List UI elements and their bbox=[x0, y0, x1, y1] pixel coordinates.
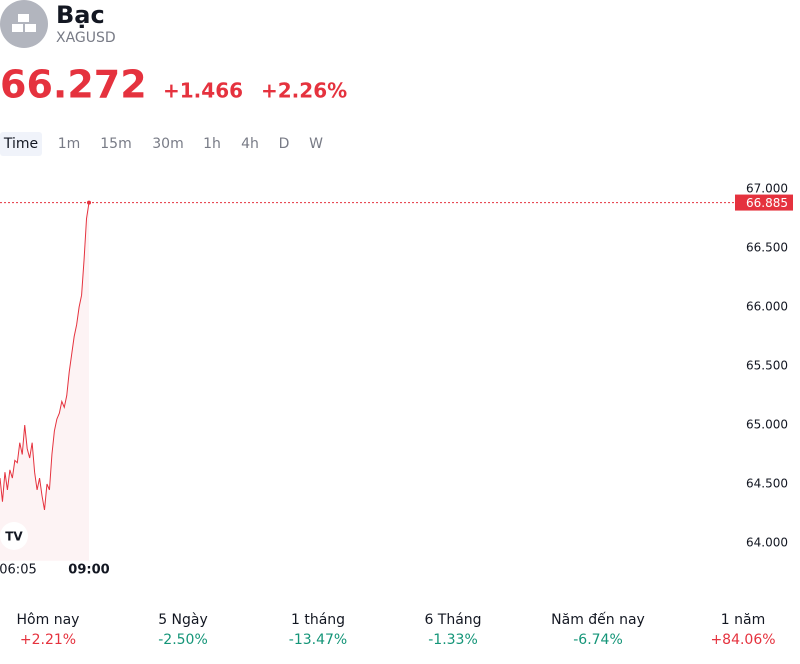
tab[interactable]: 30m bbox=[152, 136, 183, 152]
tab[interactable]: 1m bbox=[58, 136, 81, 152]
title: Bạc bbox=[56, 1, 105, 29]
perf-label[interactable]: Hôm nay bbox=[17, 612, 80, 628]
tab[interactable]: 15m bbox=[100, 136, 131, 152]
icon-bar bbox=[18, 14, 29, 22]
y-tick-label: 67.000 bbox=[746, 182, 788, 196]
perf-label[interactable]: 5 Ngày bbox=[158, 612, 208, 628]
y-tick-label: 65.000 bbox=[746, 418, 788, 432]
perf-value[interactable]: -6.74% bbox=[573, 632, 623, 648]
tabs: Time 1m 15m 30m 1h 4h D W bbox=[3, 136, 323, 152]
perf-label[interactable]: 1 tháng bbox=[291, 612, 345, 628]
perf-label[interactable]: 6 Tháng bbox=[424, 612, 481, 628]
y-tick-label: 65.500 bbox=[746, 359, 788, 373]
line bbox=[0, 202, 90, 511]
tab[interactable]: W bbox=[309, 136, 323, 152]
last-value-box bbox=[735, 194, 793, 211]
y-tick-label: 66.500 bbox=[746, 241, 788, 255]
tab[interactable]: 4h bbox=[241, 136, 259, 152]
tab[interactable]: Time bbox=[3, 136, 38, 152]
perf-value[interactable]: -13.47% bbox=[289, 632, 347, 648]
last-value-label: 66.885 bbox=[746, 196, 788, 210]
perf-value[interactable]: -2.50% bbox=[158, 632, 208, 648]
y-tick-label: 64.000 bbox=[746, 536, 788, 550]
y-tick-label: 66.000 bbox=[746, 300, 788, 314]
tab-active-bg bbox=[0, 132, 42, 156]
perf-label[interactable]: 1 năm bbox=[721, 612, 765, 628]
x-tick-label: 09:00 bbox=[68, 563, 109, 578]
perf-label[interactable]: Năm đến nay bbox=[551, 611, 645, 628]
symbol: XAGUSD bbox=[56, 30, 116, 46]
price: 66.272 bbox=[0, 63, 147, 107]
perf-value[interactable]: -1.33% bbox=[428, 632, 478, 648]
perf-value[interactable]: +2.21% bbox=[20, 632, 76, 648]
x-tick-label: 06:05 bbox=[0, 563, 37, 578]
y-tick-label: 64.500 bbox=[746, 477, 788, 491]
performance: Hôm nay +2.21% 5 Ngày -2.50% 1 tháng -13.47% 6… bbox=[17, 611, 776, 648]
perf-value[interactable]: +84.06% bbox=[710, 632, 775, 648]
tab[interactable]: D bbox=[279, 136, 290, 152]
icon bbox=[0, 0, 48, 48]
area bbox=[0, 202, 89, 561]
tab[interactable]: 1h bbox=[203, 136, 221, 152]
icon-bar bbox=[25, 24, 36, 32]
svg-text:TV: TV bbox=[5, 530, 23, 544]
change-percent: +2.26% bbox=[261, 79, 347, 103]
icon-bar bbox=[12, 24, 23, 32]
tv-logo: TV bbox=[0, 522, 28, 550]
change: +1.466 bbox=[163, 79, 243, 103]
chart: 64.000 64.500 65.000 65.500 66.000 66.500 67.0… bbox=[0, 182, 793, 578]
